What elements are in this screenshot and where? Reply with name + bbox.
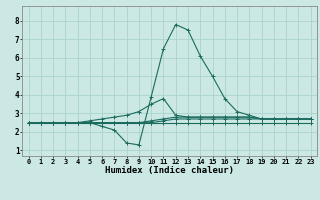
X-axis label: Humidex (Indice chaleur): Humidex (Indice chaleur) [105,166,234,175]
